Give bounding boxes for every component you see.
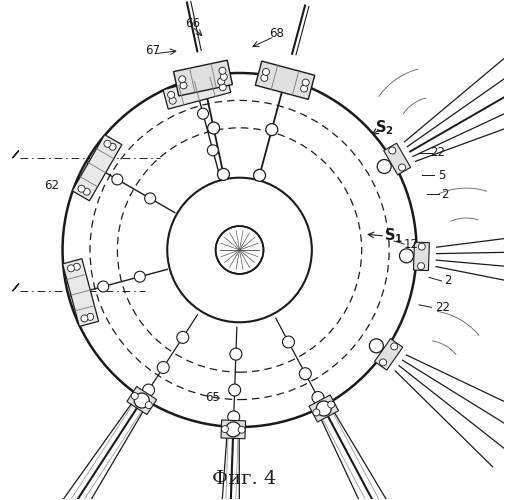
Circle shape (377, 160, 391, 173)
Circle shape (266, 124, 278, 136)
Circle shape (68, 265, 74, 272)
Circle shape (228, 411, 240, 423)
Circle shape (87, 314, 94, 320)
Circle shape (87, 160, 98, 170)
Circle shape (220, 74, 227, 80)
Circle shape (112, 174, 123, 185)
Circle shape (134, 271, 146, 282)
Circle shape (328, 401, 335, 408)
Text: 67: 67 (145, 44, 160, 57)
Polygon shape (163, 73, 231, 109)
Text: 12: 12 (404, 238, 419, 250)
Circle shape (301, 85, 307, 92)
Text: 62: 62 (45, 178, 60, 192)
Circle shape (278, 78, 290, 90)
Text: 5: 5 (438, 168, 445, 181)
Text: $\mathbf{S_1}$: $\mathbf{S_1}$ (383, 226, 403, 246)
Circle shape (208, 122, 219, 134)
Text: 22: 22 (436, 301, 450, 314)
Circle shape (226, 422, 241, 437)
Circle shape (313, 409, 320, 416)
Circle shape (167, 92, 175, 98)
Text: 2: 2 (444, 274, 451, 287)
Circle shape (190, 81, 201, 92)
Circle shape (145, 402, 152, 408)
Circle shape (145, 193, 156, 204)
Circle shape (143, 384, 155, 396)
Circle shape (157, 362, 169, 374)
Circle shape (70, 288, 81, 300)
Circle shape (109, 144, 116, 150)
Circle shape (399, 164, 406, 171)
Circle shape (316, 401, 331, 416)
Circle shape (263, 68, 269, 75)
Circle shape (131, 392, 138, 400)
Polygon shape (72, 134, 122, 201)
Circle shape (302, 79, 309, 86)
Text: 68: 68 (269, 26, 285, 40)
Circle shape (418, 243, 425, 250)
Polygon shape (63, 258, 99, 326)
Circle shape (177, 332, 189, 344)
Circle shape (216, 226, 264, 274)
Text: 66: 66 (185, 16, 200, 30)
Polygon shape (309, 395, 338, 422)
Circle shape (221, 426, 229, 432)
Circle shape (218, 78, 224, 85)
Circle shape (179, 76, 186, 83)
Circle shape (417, 262, 425, 270)
Polygon shape (221, 420, 245, 439)
Polygon shape (256, 61, 315, 100)
Circle shape (312, 392, 324, 404)
Polygon shape (127, 386, 157, 414)
Circle shape (389, 147, 396, 154)
Circle shape (198, 76, 210, 88)
Circle shape (197, 108, 209, 119)
Circle shape (207, 145, 218, 156)
Circle shape (83, 188, 90, 195)
Circle shape (78, 185, 85, 192)
Circle shape (217, 168, 230, 180)
Circle shape (81, 315, 88, 322)
Text: $\mathbf{S_2}$: $\mathbf{S_2}$ (375, 118, 393, 137)
Polygon shape (413, 242, 430, 270)
Circle shape (400, 249, 413, 263)
Circle shape (180, 82, 187, 89)
Circle shape (253, 170, 266, 181)
Circle shape (219, 84, 227, 90)
Circle shape (73, 264, 80, 270)
Polygon shape (375, 338, 403, 370)
Circle shape (261, 74, 268, 82)
Circle shape (391, 343, 398, 350)
Polygon shape (384, 143, 411, 175)
Circle shape (282, 336, 294, 348)
Circle shape (219, 68, 226, 74)
Text: Фиг. 4: Фиг. 4 (212, 470, 277, 488)
Circle shape (134, 393, 149, 408)
Circle shape (104, 140, 111, 147)
Circle shape (169, 97, 176, 104)
Circle shape (229, 384, 241, 396)
Circle shape (299, 368, 312, 380)
Polygon shape (174, 60, 233, 96)
Text: 2: 2 (441, 188, 449, 200)
Circle shape (370, 339, 383, 353)
Circle shape (238, 426, 245, 433)
Text: 22: 22 (431, 146, 445, 160)
Circle shape (230, 348, 242, 360)
Circle shape (98, 281, 109, 292)
Circle shape (380, 359, 386, 366)
Text: 65: 65 (205, 390, 219, 404)
